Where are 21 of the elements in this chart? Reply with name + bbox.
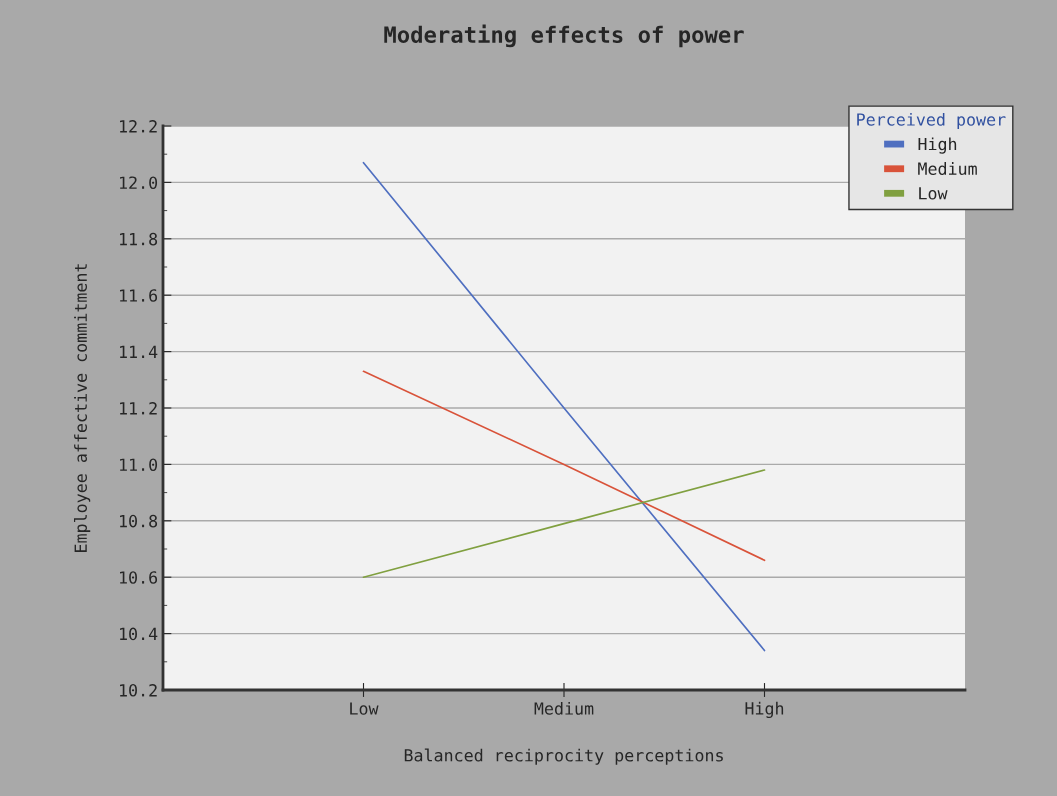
y-tick-label: 10.8	[120, 514, 158, 528]
y-tick-label: 12.2	[120, 120, 157, 133]
y-tick-label: 12.0	[120, 176, 158, 190]
legend-label: Low	[919, 187, 948, 200]
y-tick-label: 11.4	[120, 345, 158, 358]
legend-label: High	[918, 137, 957, 154]
y-tick-label: 11.8	[120, 232, 158, 246]
y-tick-label: 10.4	[120, 627, 158, 641]
y-axis-title: Employee affective commitment	[74, 264, 91, 552]
y-tick-label: 11.0	[120, 458, 158, 472]
legend-label: Medium	[918, 162, 977, 176]
y-tick-label: 10.6	[120, 571, 158, 584]
y-tick-label: 10.2	[120, 684, 157, 697]
x-tick-label: High	[745, 701, 784, 719]
y-tick-label: 11.2	[120, 402, 157, 415]
chart-title: Moderating effects of power	[384, 24, 744, 48]
x-tick-label: Medium	[534, 701, 594, 715]
legend-title: Perceived power	[857, 112, 1006, 130]
x-axis-title: Balanced reciprocity perceptions	[404, 748, 723, 765]
y-tick-label: 11.6	[120, 289, 158, 302]
x-tick-label: Low	[350, 702, 379, 715]
